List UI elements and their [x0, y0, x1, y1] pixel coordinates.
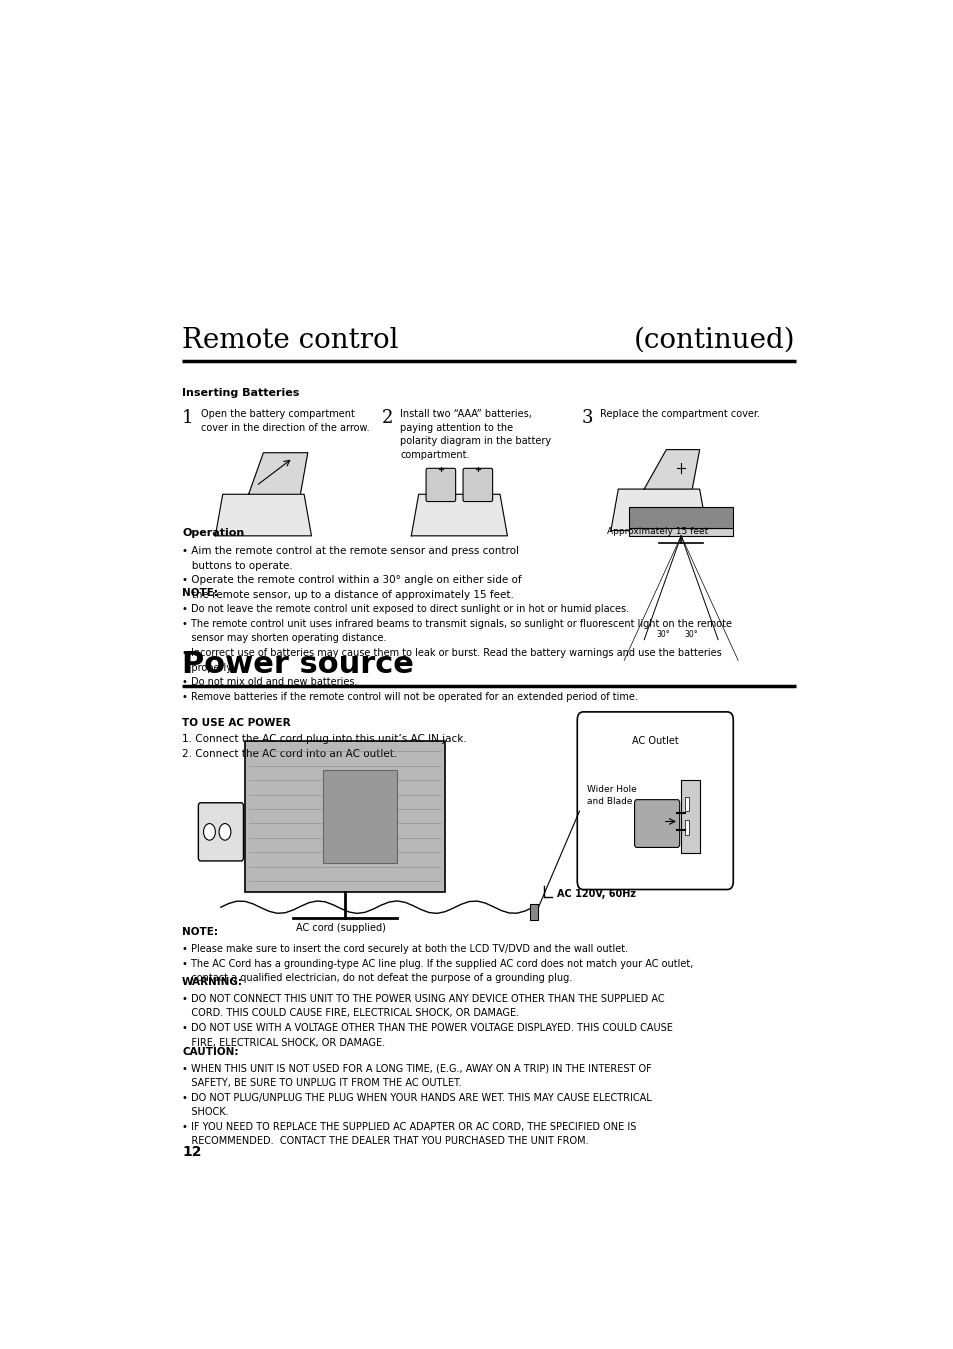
Text: contact a qualified electrician, do not defeat the purpose of a grounding plug.: contact a qualified electrician, do not … [182, 973, 572, 983]
Text: CAUTION:: CAUTION: [182, 1047, 238, 1056]
Text: 1: 1 [182, 409, 193, 428]
Text: • IF YOU NEED TO REPLACE THE SUPPLIED AC ADAPTER OR AC CORD, THE SPECIFIED ONE I: • IF YOU NEED TO REPLACE THE SUPPLIED AC… [182, 1121, 636, 1132]
Bar [684, 820, 689, 835]
Text: • DO NOT USE WITH A VOLTAGE OTHER THAN THE POWER VOLTAGE DISPLAYED. THIS COULD C: • DO NOT USE WITH A VOLTAGE OTHER THAN T… [182, 1023, 672, 1033]
Text: 1. Connect the AC cord plug into this unit’s AC IN jack.: 1. Connect the AC cord plug into this un… [182, 734, 466, 745]
Text: • Please make sure to insert the cord securely at both the LCD TV/DVD and the wa: • Please make sure to insert the cord se… [182, 944, 628, 954]
Text: Remote control: Remote control [182, 326, 398, 353]
Text: FIRE, ELECTRICAL SHOCK, OR DAMAGE.: FIRE, ELECTRICAL SHOCK, OR DAMAGE. [182, 1037, 385, 1048]
Text: NOTE:: NOTE: [182, 588, 218, 598]
Text: Power source: Power source [182, 650, 414, 679]
Text: the remote sensor, up to a distance of approximately 15 feet.: the remote sensor, up to a distance of a… [182, 590, 514, 600]
Text: 2. Connect the AC cord into an AC outlet.: 2. Connect the AC cord into an AC outlet… [182, 749, 397, 758]
FancyBboxPatch shape [577, 712, 733, 889]
Text: • WHEN THIS UNIT IS NOT USED FOR A LONG TIME, (E.G., AWAY ON A TRIP) IN THE INTE: • WHEN THIS UNIT IS NOT USED FOR A LONG … [182, 1063, 651, 1074]
Bar [322, 769, 396, 863]
Polygon shape [643, 449, 699, 490]
Text: 12: 12 [182, 1145, 201, 1159]
Text: sensor may shorten operating distance.: sensor may shorten operating distance. [182, 634, 386, 643]
Bar [680, 780, 699, 853]
Text: SHOCK.: SHOCK. [182, 1108, 229, 1117]
Bar [529, 904, 537, 920]
Bar [629, 527, 732, 536]
Text: • The remote control unit uses infrared beams to transmit signals, so sunlight o: • The remote control unit uses infrared … [182, 619, 731, 629]
Text: Wider Hole
and Blade: Wider Hole and Blade [586, 785, 636, 805]
Text: buttons to operate.: buttons to operate. [182, 561, 293, 571]
Text: Open the battery compartment
cover in the direction of the arrow.: Open the battery compartment cover in th… [200, 409, 369, 433]
Text: Replace the compartment cover.: Replace the compartment cover. [599, 409, 759, 420]
Polygon shape [610, 490, 706, 530]
Text: Inserting Batteries: Inserting Batteries [182, 389, 299, 398]
Text: Approximately 15 feet: Approximately 15 feet [606, 527, 708, 536]
Text: 30°: 30° [656, 630, 669, 639]
FancyBboxPatch shape [245, 741, 444, 892]
FancyBboxPatch shape [426, 468, 456, 502]
Circle shape [203, 823, 215, 840]
Text: AC Outlet: AC Outlet [631, 735, 678, 746]
Text: Operation: Operation [182, 527, 244, 537]
Text: NOTE:: NOTE: [182, 927, 218, 938]
Text: • Remove batteries if the remote control will not be operated for an extended pe: • Remove batteries if the remote control… [182, 692, 638, 701]
Polygon shape [249, 453, 308, 494]
Text: (continued): (continued) [634, 326, 795, 353]
Text: • Do not mix old and new batteries.: • Do not mix old and new batteries. [182, 677, 357, 687]
Text: 30°: 30° [684, 630, 698, 639]
FancyBboxPatch shape [634, 800, 679, 847]
Bar [629, 507, 732, 527]
Text: CORD. THIS COULD CAUSE FIRE, ELECTRICAL SHOCK, OR DAMAGE.: CORD. THIS COULD CAUSE FIRE, ELECTRICAL … [182, 1009, 518, 1018]
FancyBboxPatch shape [198, 803, 243, 861]
Text: Install two “AAA” batteries,
paying attention to the
polarity diagram in the bat: Install two “AAA” batteries, paying atte… [400, 409, 551, 460]
Bar [684, 796, 689, 811]
Text: 2: 2 [381, 409, 393, 428]
Text: AC cord (supplied): AC cord (supplied) [295, 923, 386, 932]
Text: • The AC Cord has a grounding-type AC line plug. If the supplied AC cord does no: • The AC Cord has a grounding-type AC li… [182, 959, 693, 969]
Text: • Do not leave the remote control unit exposed to direct sunlight or in hot or h: • Do not leave the remote control unit e… [182, 604, 629, 614]
Text: • Operate the remote control within a 30° angle on either side of: • Operate the remote control within a 30… [182, 575, 521, 585]
Text: • DO NOT PLUG/UNPLUG THE PLUG WHEN YOUR HANDS ARE WET. THIS MAY CAUSE ELECTRICAL: • DO NOT PLUG/UNPLUG THE PLUG WHEN YOUR … [182, 1093, 651, 1102]
Text: • Incorrect use of batteries may cause them to leak or burst. Read the battery w: • Incorrect use of batteries may cause t… [182, 648, 721, 658]
Text: WARNING:: WARNING: [182, 977, 243, 987]
FancyBboxPatch shape [462, 468, 492, 502]
Text: properly.: properly. [182, 662, 233, 673]
Polygon shape [215, 494, 311, 536]
Text: AC 120V, 60Hz: AC 120V, 60Hz [557, 889, 636, 898]
Text: RECOMMENDED.  CONTACT THE DEALER THAT YOU PURCHASED THE UNIT FROM.: RECOMMENDED. CONTACT THE DEALER THAT YOU… [182, 1136, 588, 1147]
Text: TO USE AC POWER: TO USE AC POWER [182, 718, 291, 727]
Text: SAFETY, BE SURE TO UNPLUG IT FROM THE AC OUTLET.: SAFETY, BE SURE TO UNPLUG IT FROM THE AC… [182, 1078, 461, 1089]
Text: • Aim the remote control at the remote sensor and press control: • Aim the remote control at the remote s… [182, 546, 518, 556]
Circle shape [219, 823, 231, 840]
Text: • DO NOT CONNECT THIS UNIT TO THE POWER USING ANY DEVICE OTHER THAN THE SUPPLIED: • DO NOT CONNECT THIS UNIT TO THE POWER … [182, 994, 664, 1004]
Text: 3: 3 [580, 409, 592, 428]
Polygon shape [411, 494, 507, 536]
